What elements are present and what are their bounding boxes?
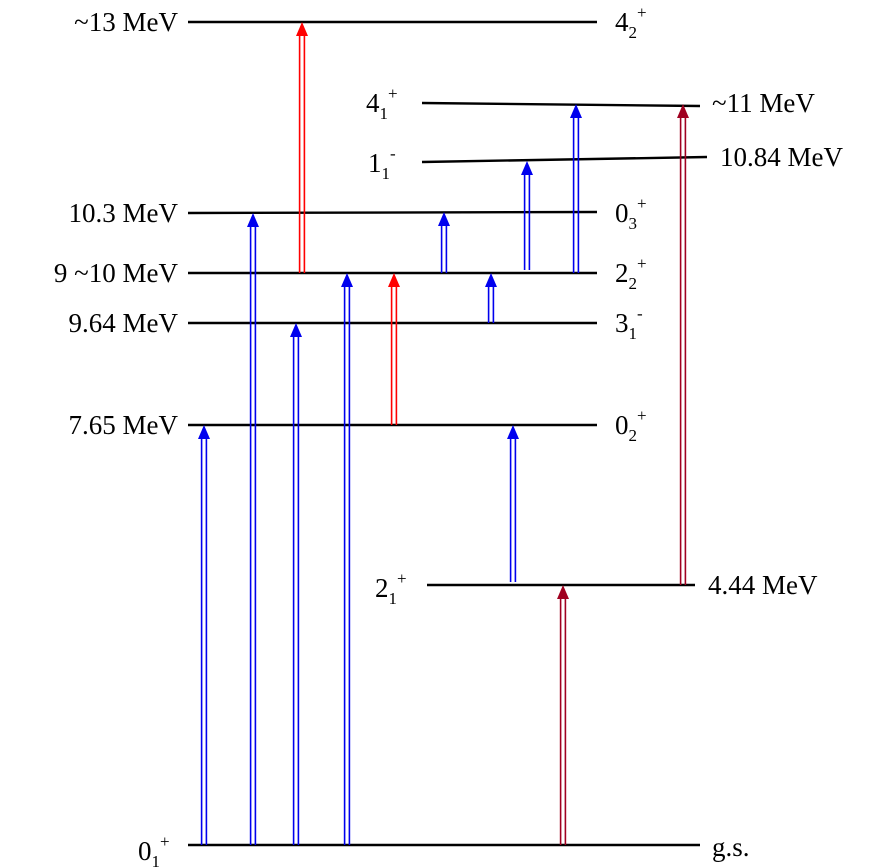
spin-label-4-44: 21+ [375,569,407,608]
arrow-9-64-to-9-10-head [485,273,497,287]
spin-label-13: 42+ [615,3,647,42]
spin-label-ground-state: 01+ [138,832,170,867]
arrow-gs-to-9-64-head [290,323,302,337]
level-line-11 [422,103,700,106]
spin-label-9-10: 22+ [615,254,647,293]
arrow-9-10-to-11-head [570,104,582,118]
energy-label-9-10: 9 ~10 MeV [54,258,179,288]
energy-label-ground-state: g.s. [712,832,750,862]
arrow-7-65-to-9-10 [388,273,400,425]
arrow-gs-to-9-10-head [341,273,353,287]
arrow-9-10-to-10-3-head [438,212,450,226]
arrow-gs-to-7-65 [198,425,210,845]
arrow-gs-to-10-3 [247,213,259,845]
arrow-7-65-to-9-10-head [388,273,400,287]
arrow-9-10-to-10-84-head [521,161,533,175]
spin-label-11: 41+ [366,84,398,123]
arrow-4-44-to-11 [677,104,689,585]
energy-label-9-64: 9.64 MeV [69,308,179,338]
arrow-4-44-to-7-65-head [507,425,519,439]
arrow-4-44-to-7-65 [507,425,519,582]
arrow-9-10-to-13-head [296,22,308,36]
arrow-9-64-to-9-10 [485,273,497,323]
arrow-gs-to-10-3-head [247,213,259,227]
spin-label-7-65: 02+ [615,406,647,445]
arrow-gs-to-7-65-head [198,425,210,439]
energy-label-10-3: 10.3 MeV [69,198,179,228]
energy-label-10-84: 10.84 MeV [720,142,843,172]
arrow-9-10-to-10-3 [438,212,450,273]
energy-label-11: ~11 MeV [712,88,815,118]
spin-label-10-3: 03+ [615,194,647,233]
arrow-gs-to-9-10 [341,273,353,845]
arrow-gs-to-9-64 [290,323,302,845]
arrow-9-10-to-13 [296,22,308,273]
level-line-10-84 [422,157,707,162]
spin-labels: 01+ 21+ 02+ 31- 22+ 03+ 11- 41+ 42+ [138,3,647,867]
energy-labels: g.s. 4.44 MeV 7.65 MeV 9.64 MeV 9 ~10 Me… [54,7,844,862]
arrow-gs-to-4-44-head [557,585,569,599]
arrow-gs-to-4-44 [557,585,569,845]
spin-label-9-64: 31- [615,304,643,343]
arrow-9-10-to-11 [570,104,582,273]
energy-label-4-44: 4.44 MeV [708,570,818,600]
level-line-10-3 [188,212,597,213]
arrow-9-10-to-10-84 [521,161,533,270]
energy-label-13: ~13 MeV [74,7,178,37]
energy-label-7-65: 7.65 MeV [69,410,179,440]
spin-label-10-84: 11- [368,144,396,183]
